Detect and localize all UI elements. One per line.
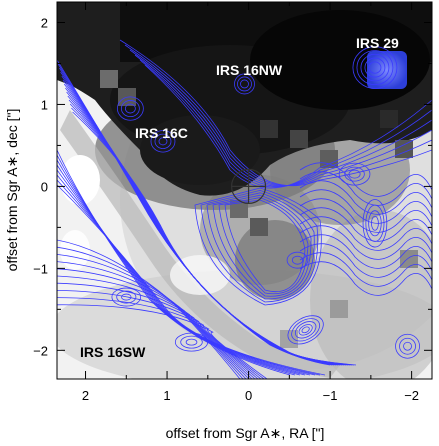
y-tick-labels: 2 1 0 −1 −2 bbox=[33, 15, 48, 358]
y-axis-title: offset from Sgr A∗, dec ["] bbox=[4, 109, 20, 272]
contour-line bbox=[57, 282, 259, 379]
y-tick-label: −1 bbox=[33, 261, 48, 276]
contour-line bbox=[299, 225, 432, 260]
contour-ring bbox=[371, 215, 379, 231]
contour-ring bbox=[291, 255, 304, 265]
contour-ring bbox=[120, 100, 140, 118]
contour-line bbox=[299, 261, 432, 296]
sgr-a-star-marker bbox=[230, 168, 267, 205]
contour-line bbox=[129, 49, 432, 187]
contour-ring bbox=[185, 338, 198, 346]
contour-ring bbox=[338, 162, 371, 186]
contour-line bbox=[57, 169, 311, 376]
contour-line bbox=[206, 192, 315, 300]
x-tick-labels: 2 1 0 −1 −2 bbox=[82, 388, 419, 403]
contour-ring bbox=[365, 204, 385, 242]
contour-ring bbox=[124, 103, 136, 114]
contour-ring bbox=[174, 332, 209, 352]
contour-line bbox=[57, 159, 301, 376]
contour-ring bbox=[287, 315, 324, 345]
contour-line bbox=[200, 189, 319, 303]
contour-line bbox=[57, 275, 256, 379]
contour-line bbox=[299, 243, 432, 278]
contour-ring bbox=[362, 199, 388, 248]
y-tick-label: 1 bbox=[41, 97, 48, 112]
contour-ring bbox=[352, 46, 398, 89]
contour-ring bbox=[158, 137, 168, 146]
x-tick-label: −2 bbox=[404, 388, 419, 403]
contour-ring bbox=[298, 324, 313, 336]
contour-line bbox=[299, 180, 432, 215]
contour-ring bbox=[240, 79, 249, 89]
contour-ring bbox=[154, 133, 172, 149]
contour-line bbox=[57, 184, 326, 376]
contour-ring bbox=[348, 169, 361, 179]
x-tick-label: 1 bbox=[163, 388, 170, 403]
contour-ring bbox=[399, 337, 416, 355]
contour-ring bbox=[180, 335, 203, 349]
contour-line bbox=[299, 216, 432, 251]
contour-line bbox=[299, 198, 432, 233]
contour-line bbox=[144, 64, 432, 189]
x-axis-title: offset from Sgr A∗, RA ["] bbox=[166, 425, 325, 441]
contour-line bbox=[194, 187, 322, 306]
contour-ring bbox=[360, 53, 390, 82]
contour-line bbox=[299, 189, 432, 224]
contour-line bbox=[224, 199, 306, 292]
contour-ring bbox=[286, 251, 309, 269]
contour-ring bbox=[291, 318, 321, 342]
contour-ring bbox=[301, 326, 310, 334]
y-tick-label: 0 bbox=[41, 179, 48, 194]
contour-ring bbox=[116, 96, 144, 121]
contour-line bbox=[212, 194, 312, 297]
contour-ring bbox=[116, 290, 137, 304]
contour-line bbox=[57, 154, 296, 376]
contour-ring bbox=[111, 287, 142, 307]
label-irs-16sw: IRS 16SW bbox=[80, 344, 146, 360]
label-irs-16nw: IRS 16NW bbox=[216, 62, 283, 78]
contour-line bbox=[134, 54, 432, 187]
contour-ring bbox=[368, 210, 382, 237]
x-tick-label: 0 bbox=[245, 388, 252, 403]
x-tick-label: −1 bbox=[323, 388, 338, 403]
contour-ring bbox=[364, 57, 386, 78]
contour-ring bbox=[121, 293, 132, 301]
contour-ring bbox=[356, 50, 394, 86]
contour-ring bbox=[294, 321, 317, 339]
label-irs-16c: IRS 16C bbox=[135, 125, 188, 141]
y-tick-label: 2 bbox=[41, 15, 48, 30]
contour-line bbox=[139, 59, 432, 188]
axis-ticks bbox=[57, 2, 432, 379]
contour-line bbox=[57, 297, 265, 379]
contour-line bbox=[57, 290, 262, 379]
y-tick-label: −2 bbox=[33, 343, 48, 358]
contour-ring bbox=[150, 130, 176, 153]
contour-ring bbox=[395, 333, 420, 359]
contour-line bbox=[299, 234, 432, 269]
contour-line bbox=[57, 304, 268, 379]
contour-line bbox=[299, 162, 432, 197]
contour-ring bbox=[344, 166, 365, 182]
plot-frame bbox=[56, 1, 433, 380]
contour-line bbox=[299, 252, 432, 287]
x-tick-label: 2 bbox=[82, 388, 89, 403]
contour-line bbox=[57, 174, 316, 376]
contour-ring bbox=[234, 73, 255, 95]
contour-line bbox=[72, 111, 357, 366]
contour-ring bbox=[368, 61, 382, 74]
contour-line bbox=[218, 197, 309, 295]
contour-line bbox=[57, 179, 321, 376]
contour-ring bbox=[237, 76, 252, 92]
contour-ring bbox=[403, 341, 412, 351]
label-irs-29: IRS 29 bbox=[356, 35, 399, 51]
